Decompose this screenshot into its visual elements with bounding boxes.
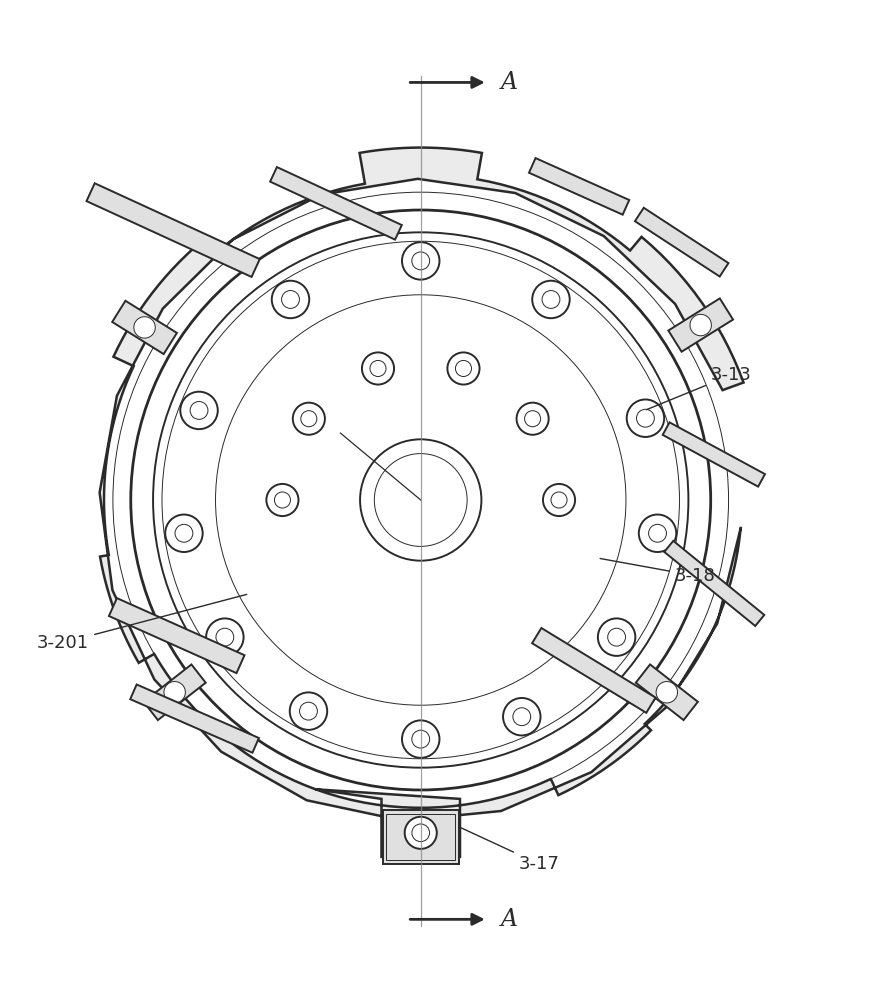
Polygon shape	[532, 628, 654, 713]
Circle shape	[512, 708, 530, 726]
Circle shape	[369, 360, 385, 377]
Circle shape	[636, 409, 654, 427]
Circle shape	[532, 281, 569, 318]
Circle shape	[626, 399, 663, 437]
Circle shape	[180, 392, 217, 429]
Circle shape	[502, 698, 540, 735]
Text: 3-17: 3-17	[459, 827, 559, 873]
Circle shape	[299, 702, 317, 720]
Bar	[386, 814, 454, 860]
Circle shape	[543, 484, 575, 516]
Circle shape	[401, 242, 439, 280]
Circle shape	[689, 314, 711, 336]
Polygon shape	[87, 183, 259, 277]
Polygon shape	[143, 664, 206, 720]
Circle shape	[282, 291, 299, 308]
Circle shape	[401, 720, 439, 758]
Circle shape	[551, 492, 567, 508]
Circle shape	[266, 484, 299, 516]
Circle shape	[165, 515, 202, 552]
Circle shape	[215, 628, 233, 646]
Circle shape	[524, 411, 540, 427]
Text: 3-18: 3-18	[600, 558, 715, 585]
Circle shape	[411, 730, 429, 748]
Circle shape	[272, 281, 309, 318]
Circle shape	[374, 454, 467, 546]
Circle shape	[292, 403, 325, 435]
Circle shape	[516, 403, 548, 435]
Circle shape	[131, 210, 710, 790]
Circle shape	[597, 618, 635, 656]
Circle shape	[164, 682, 185, 703]
Polygon shape	[634, 208, 728, 277]
Polygon shape	[270, 167, 401, 240]
Circle shape	[361, 352, 393, 385]
Circle shape	[542, 291, 560, 308]
Polygon shape	[668, 298, 732, 352]
Polygon shape	[663, 541, 763, 626]
Circle shape	[638, 515, 676, 552]
Polygon shape	[662, 422, 764, 487]
Circle shape	[175, 524, 192, 542]
Circle shape	[648, 524, 666, 542]
Circle shape	[655, 682, 677, 703]
Text: A: A	[501, 71, 518, 94]
Circle shape	[447, 352, 479, 385]
Circle shape	[190, 402, 207, 419]
Text: A: A	[501, 908, 518, 931]
Circle shape	[607, 628, 625, 646]
Polygon shape	[528, 158, 628, 215]
Text: 3-201: 3-201	[37, 594, 247, 652]
Polygon shape	[635, 664, 697, 720]
Circle shape	[411, 824, 429, 842]
Circle shape	[300, 411, 316, 427]
Bar	[383, 810, 458, 864]
Circle shape	[404, 817, 436, 849]
Polygon shape	[99, 148, 743, 857]
Circle shape	[206, 618, 243, 656]
Polygon shape	[130, 684, 258, 753]
Circle shape	[134, 317, 155, 338]
Text: 3-13: 3-13	[645, 366, 751, 410]
Circle shape	[274, 492, 291, 508]
Circle shape	[455, 360, 471, 377]
Polygon shape	[112, 301, 177, 354]
Circle shape	[411, 252, 429, 270]
Polygon shape	[109, 598, 244, 673]
Circle shape	[359, 439, 481, 561]
Circle shape	[290, 692, 327, 730]
